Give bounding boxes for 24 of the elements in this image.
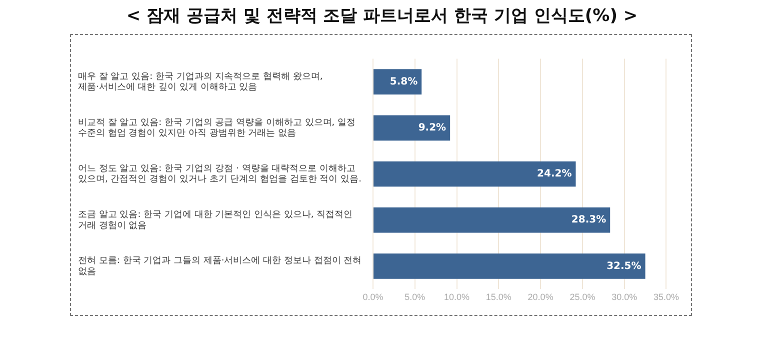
x-tick-label: 10.0% (444, 292, 470, 302)
bar (374, 253, 646, 279)
chart-title: < 잠재 공급처 및 전략적 조달 파트너로서 한국 기업 인식도(%) > (125, 5, 639, 27)
x-tick-label: 5.0% (404, 292, 426, 302)
x-tick-label: 30.0% (612, 292, 638, 302)
bar (374, 69, 422, 95)
y-tick-label: 비교적 잘 알고 있음: 한국 기업의 공급 역량을 이해하고 있으며, 일정 수준의 협업 경험이 있지만 아직 광범위한 거래는 없음 (78, 118, 356, 139)
data-label: 28.3% (571, 214, 606, 226)
x-tick-label: 15.0% (486, 292, 512, 302)
x-tick-label: 20.0% (528, 292, 554, 302)
bar (374, 161, 576, 187)
x-tick-label: 0.0% (362, 292, 384, 302)
data-label: 9.2% (418, 122, 446, 134)
data-label: 5.8% (390, 76, 418, 88)
x-tick-label: 35.0% (653, 292, 680, 302)
y-tick-label: 어느 정도 알고 있음: 한국 기업의 강점 · 역량을 대략적으로 이해하고 있으며, 간접적인 경험이 있거나 초기 단계의 협업을 검토한 적이 있음. (78, 164, 362, 185)
y-tick-label: 전혀 모름: 한국 기업과 그들의 제품·서비스에 대한 정보나 접점이 전혀 없음 (78, 256, 362, 277)
y-tick-label: 매우 잘 알고 있음: 한국 기업과의 지속적으로 협력해 왔으며, 제품·서비스에 대한 깊이 있게 이해하고 있음 (78, 72, 323, 93)
bar (374, 115, 450, 141)
x-tick-label: 25.0% (570, 292, 596, 302)
data-label: 32.5% (606, 260, 642, 272)
bar (374, 207, 610, 233)
y-tick-label: 조금 알고 있음: 한국 기업에 대한 기본적인 인식은 있으나, 직접적인 거래 경험이 없음 (78, 210, 353, 231)
data-label: 24.2% (537, 168, 572, 180)
